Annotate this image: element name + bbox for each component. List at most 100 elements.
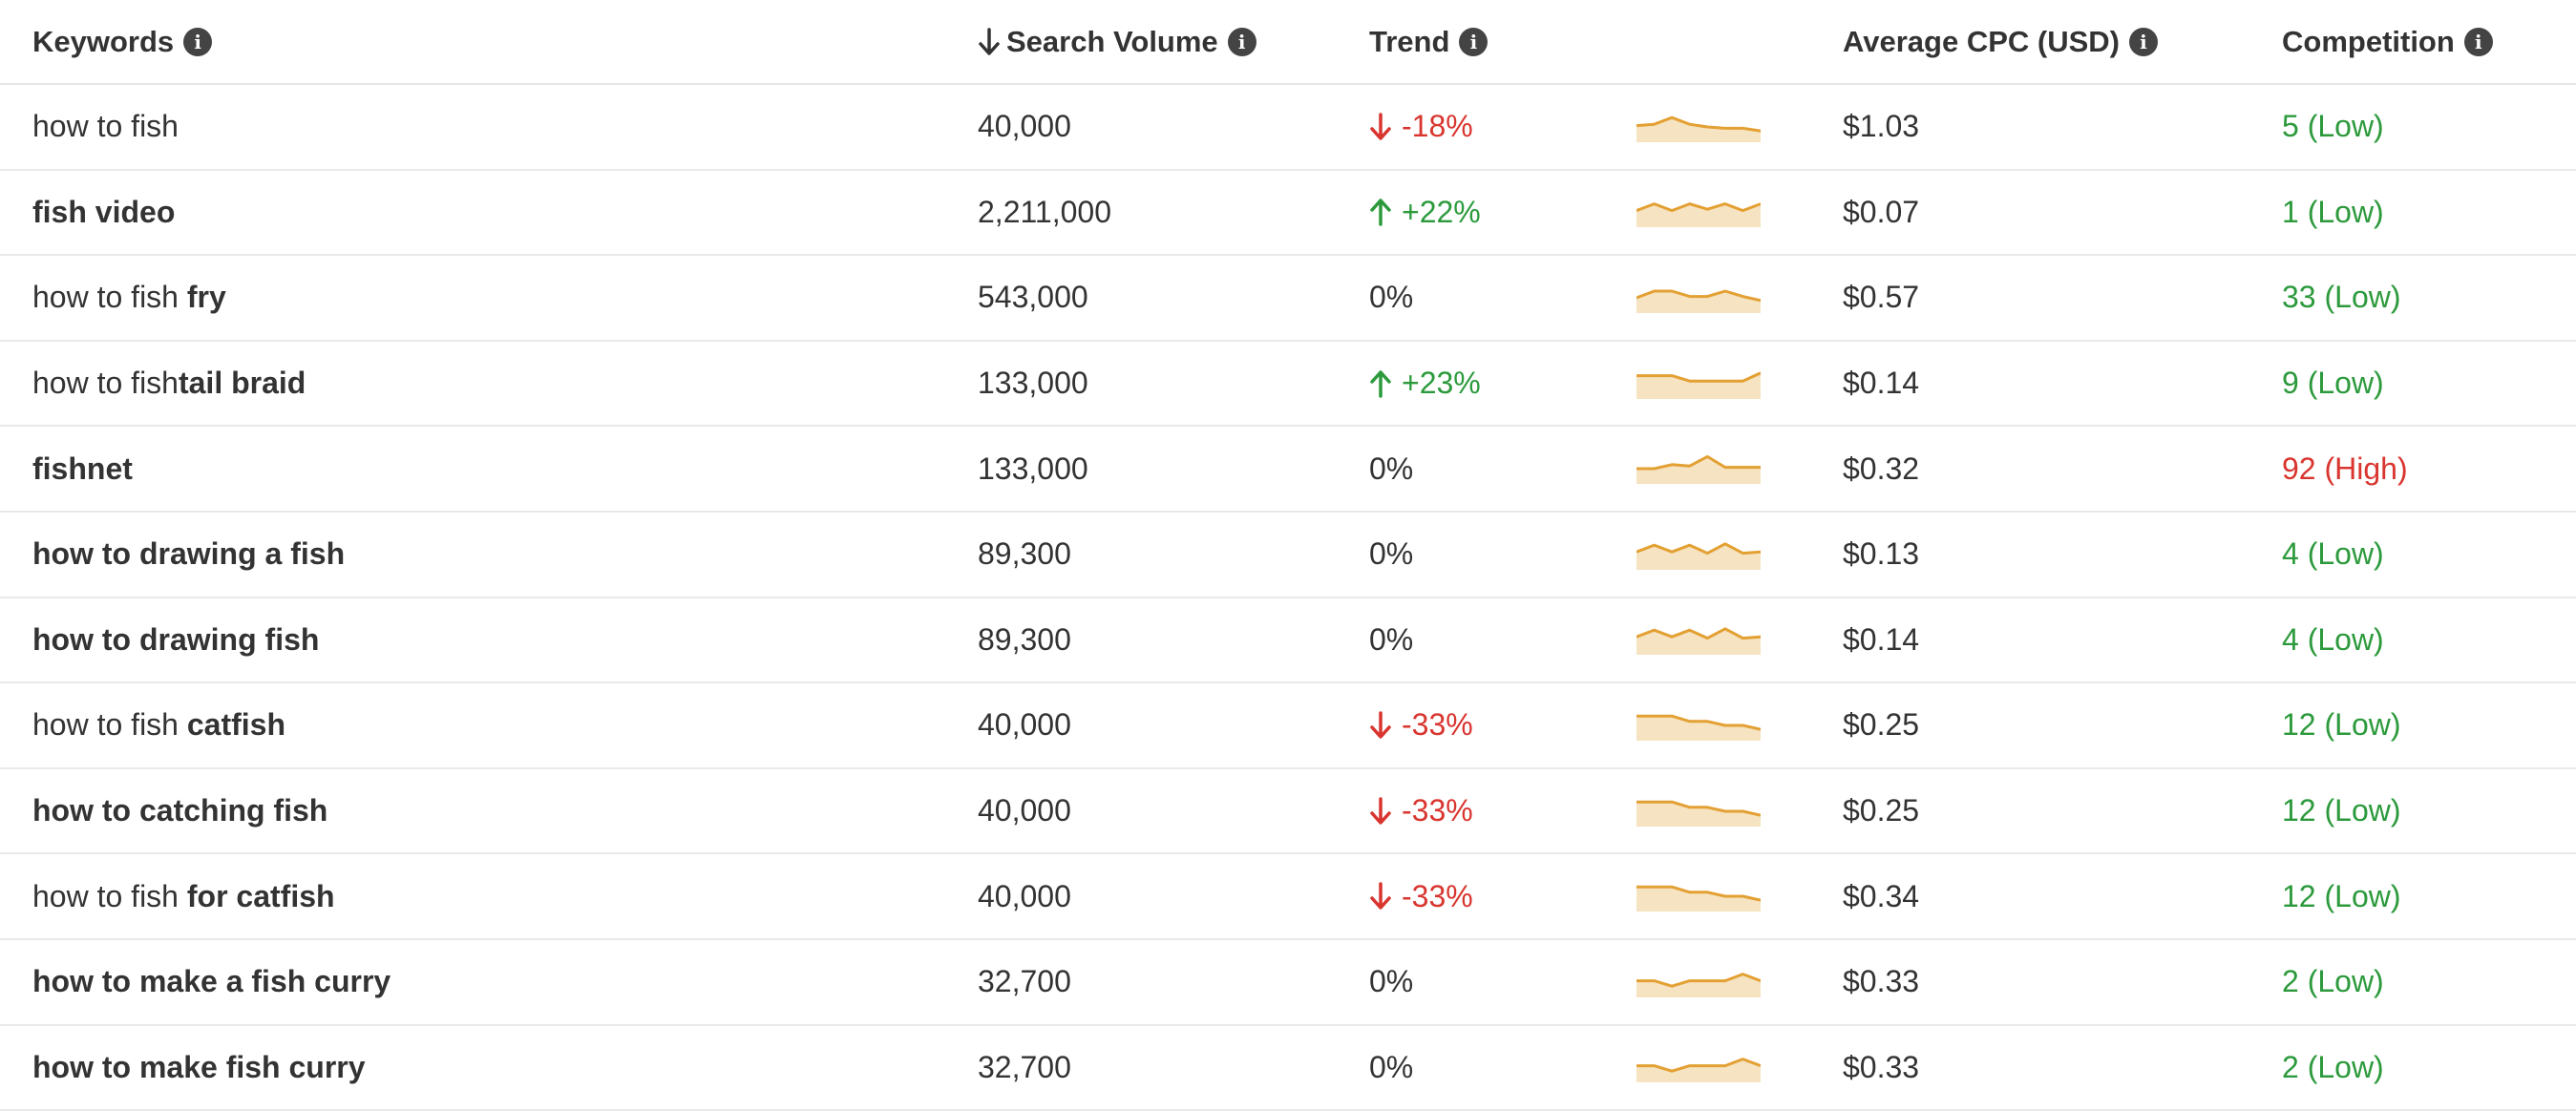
table-row[interactable]: how to make fish curry 32,700 0% $0.33 2 (Lo… — [0, 1026, 2576, 1111]
trend-cell: +22% — [1369, 171, 1617, 255]
trend-cell: 0% — [1369, 598, 1617, 682]
trend-sparkline — [1636, 1026, 1770, 1110]
table-row[interactable]: how to catching fish 40,000 -33% $0.25 12 (L… — [0, 769, 2576, 855]
search-volume-cell: 40,000 — [978, 707, 1071, 743]
arrow-up-icon — [1369, 369, 1392, 398]
info-icon[interactable]: i — [183, 27, 213, 56]
trend-value: +22% — [1402, 194, 1481, 229]
table-row[interactable]: how to make a fish curry 32,700 0% $0.33 2 (… — [0, 940, 2576, 1026]
column-header-competition[interactable]: Competition i — [2282, 0, 2568, 83]
keyword-cell[interactable]: how to drawing a fish — [32, 513, 949, 597]
trend-sparkline — [1636, 85, 1770, 169]
trend-value: +23% — [1402, 366, 1481, 401]
trend-value: -33% — [1402, 878, 1473, 913]
info-icon[interactable]: i — [2128, 27, 2158, 56]
competition-cell: 92 (High) — [2282, 451, 2408, 486]
cpc-cell: $0.14 — [1843, 621, 1920, 657]
trend-cell: 0% — [1369, 256, 1617, 340]
cpc-cell: $0.34 — [1843, 878, 1920, 913]
keyword-cell[interactable]: how to make fish curry — [32, 1026, 949, 1110]
trend-sparkline — [1636, 256, 1770, 340]
competition-cell: 1 (Low) — [2282, 194, 2384, 229]
column-header-label: Average CPC (USD) — [1843, 24, 2120, 58]
column-header-cpc[interactable]: Average CPC (USD) i — [1843, 0, 2244, 83]
keyword-base-text: how to fish — [32, 366, 179, 401]
table-row[interactable]: how to drawing a fish 89,300 0% $0.13 4 (Low… — [0, 513, 2576, 598]
search-volume-cell: 89,300 — [978, 536, 1071, 572]
table-row[interactable]: how to fish for catfish 40,000 -33% $0.34 12… — [0, 854, 2576, 940]
keyword-highlight-text: for catfish — [186, 878, 335, 913]
arrow-down-icon — [978, 27, 1001, 56]
search-volume-cell: 133,000 — [978, 366, 1088, 401]
trend-value: 0% — [1369, 280, 1414, 315]
trend-sparkline — [1636, 854, 1770, 938]
search-volume-cell: 32,700 — [978, 964, 1071, 999]
keyword-cell[interactable]: how to drawing fish — [32, 598, 949, 682]
keyword-cell[interactable]: how to fish — [32, 85, 949, 169]
table-row[interactable]: how to fish tail braid 133,000 +23% $0.14 9 (… — [0, 342, 2576, 428]
arrow-down-icon — [1369, 711, 1392, 740]
keyword-cell[interactable]: how to make a fish curry — [32, 940, 949, 1024]
table-row[interactable]: how to drawing fish 89,300 0% $0.14 4 (Low) — [0, 598, 2576, 684]
trend-sparkline — [1636, 171, 1770, 255]
keyword-highlight-text: catfish — [186, 707, 285, 743]
trend-value: 0% — [1369, 621, 1414, 657]
table-header: Keywords i Search Volume i Trend i Avera… — [0, 0, 2576, 85]
search-volume-cell: 89,300 — [978, 621, 1071, 657]
keyword-cell[interactable]: fishnet — [32, 427, 949, 511]
competition-cell: 5 (Low) — [2282, 109, 2384, 144]
cpc-cell: $0.25 — [1843, 793, 1920, 828]
trend-sparkline — [1636, 342, 1770, 426]
competition-cell: 9 (Low) — [2282, 366, 2384, 401]
trend-sparkline — [1636, 598, 1770, 682]
column-header-search-volume[interactable]: Search Volume i — [978, 0, 1350, 83]
trend-value: -18% — [1402, 109, 1473, 144]
trend-value: 0% — [1369, 1049, 1414, 1084]
keyword-cell[interactable]: how to catching fish — [32, 769, 949, 853]
competition-cell: 2 (Low) — [2282, 1049, 2384, 1084]
table-row[interactable]: fish video 2,211,000 +22% $0.07 1 (Low) — [0, 171, 2576, 257]
keyword-cell[interactable]: how to fish tail braid — [32, 342, 949, 426]
search-volume-cell: 543,000 — [978, 280, 1088, 315]
competition-cell: 2 (Low) — [2282, 964, 2384, 999]
info-icon[interactable]: i — [2463, 27, 2493, 56]
keyword-cell[interactable]: fish video — [32, 171, 949, 255]
trend-cell: 0% — [1369, 427, 1617, 511]
keyword-highlight-text: fishnet — [32, 451, 133, 486]
keyword-cell[interactable]: how to fish for catfish — [32, 854, 949, 938]
info-icon[interactable]: i — [1227, 27, 1256, 56]
info-icon[interactable]: i — [1459, 27, 1489, 56]
arrow-down-icon — [1369, 882, 1392, 911]
cpc-cell: $1.03 — [1843, 109, 1920, 144]
cpc-cell: $0.07 — [1843, 194, 1920, 229]
arrow-down-icon — [1369, 113, 1392, 141]
table-row[interactable]: how to fish fry 543,000 0% $0.57 33 (Low) — [0, 256, 2576, 342]
keyword-highlight-text: fry — [186, 280, 226, 315]
trend-sparkline — [1636, 427, 1770, 511]
search-volume-cell: 40,000 — [978, 109, 1071, 144]
column-header-label: Search Volume — [1006, 24, 1218, 58]
column-header-label: Trend — [1369, 24, 1450, 58]
column-header-keywords[interactable]: Keywords i — [32, 0, 949, 83]
trend-sparkline — [1636, 940, 1770, 1024]
arrow-up-icon — [1369, 198, 1392, 227]
trend-value: 0% — [1369, 536, 1414, 572]
keyword-highlight-text: how to catching fish — [32, 793, 328, 828]
keyword-cell[interactable]: how to fish fry — [32, 256, 949, 340]
keyword-cell[interactable]: how to fish catfish — [32, 683, 949, 767]
trend-cell: -18% — [1369, 85, 1617, 169]
trend-sparkline — [1636, 769, 1770, 853]
trend-value: 0% — [1369, 451, 1414, 486]
column-header-trend[interactable]: Trend i — [1369, 0, 1617, 83]
trend-value: 0% — [1369, 964, 1414, 999]
table-row[interactable]: how to fish 40,000 -18% $1.03 5 (Low) — [0, 85, 2576, 171]
trend-cell: 0% — [1369, 940, 1617, 1024]
table-row[interactable]: how to fish catfish 40,000 -33% $0.25 12 (Lo… — [0, 683, 2576, 769]
cpc-cell: $0.14 — [1843, 366, 1920, 401]
competition-cell: 4 (Low) — [2282, 536, 2384, 572]
trend-cell: 0% — [1369, 513, 1617, 597]
trend-cell: -33% — [1369, 769, 1617, 853]
competition-cell: 4 (Low) — [2282, 621, 2384, 657]
table-row[interactable]: fishnet 133,000 0% $0.32 92 (High) — [0, 427, 2576, 513]
